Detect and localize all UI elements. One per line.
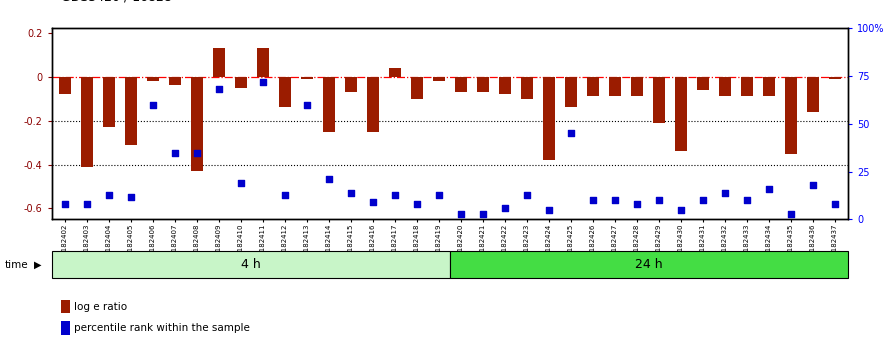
Point [190,150,204,155]
Bar [499,77,511,94]
Bar [235,77,247,88]
Bar [609,77,621,96]
Point [651,198,666,203]
Bar [323,77,335,132]
Bar [521,77,533,99]
Bar [631,77,643,96]
Point [322,177,336,182]
Point [409,201,424,207]
Text: log e ratio: log e ratio [74,302,127,312]
Bar [213,48,225,77]
Point [101,192,116,198]
Text: 4 h: 4 h [241,258,261,271]
Point [124,194,138,199]
Point [300,102,314,108]
Bar [785,77,797,154]
Point [212,87,226,92]
Bar [763,77,775,96]
Bar [257,48,269,77]
Point [828,201,842,207]
Point [563,131,578,136]
Point [784,211,798,217]
Bar [102,77,115,127]
Bar [433,77,445,81]
Point [58,201,72,207]
Bar [697,77,709,90]
Bar [169,77,181,85]
Point [718,190,732,195]
Bar [190,77,203,171]
Point [476,211,490,217]
Text: ▶: ▶ [34,259,41,270]
Bar [367,77,379,132]
Bar [807,77,819,112]
Point [432,192,446,198]
Point [542,207,556,213]
Bar [81,77,93,167]
Bar [147,77,159,81]
Bar [740,77,753,96]
Text: 24 h: 24 h [635,258,663,271]
Bar [565,77,577,107]
Bar [59,77,71,94]
Point [255,79,270,85]
Point [366,199,380,205]
Bar [719,77,731,96]
Text: percentile rank within the sample: percentile rank within the sample [74,323,250,333]
Bar [450,251,848,278]
Point [278,192,292,198]
Bar [301,77,313,79]
Bar [477,77,489,92]
Bar [455,77,467,92]
Bar [389,68,400,77]
Bar [587,77,599,96]
Point [80,201,94,207]
Bar [279,77,291,107]
Point [344,190,358,195]
Bar [829,77,841,79]
Point [740,198,754,203]
Text: time: time [4,259,28,270]
Text: GDS3420 / 16828: GDS3420 / 16828 [61,0,172,4]
Point [696,198,710,203]
Point [630,201,644,207]
Point [608,198,622,203]
Point [498,205,512,211]
Bar [52,251,450,278]
Point [805,182,820,188]
Point [388,192,402,198]
Bar [675,77,687,152]
Point [586,198,600,203]
Point [454,211,468,217]
Point [674,207,688,213]
Bar [543,77,555,160]
Point [146,102,160,108]
Point [234,180,248,186]
Point [520,192,534,198]
Bar [344,77,357,92]
Point [762,186,776,192]
Bar [411,77,423,99]
Bar [653,77,665,123]
Bar [125,77,137,145]
Point [167,150,182,155]
